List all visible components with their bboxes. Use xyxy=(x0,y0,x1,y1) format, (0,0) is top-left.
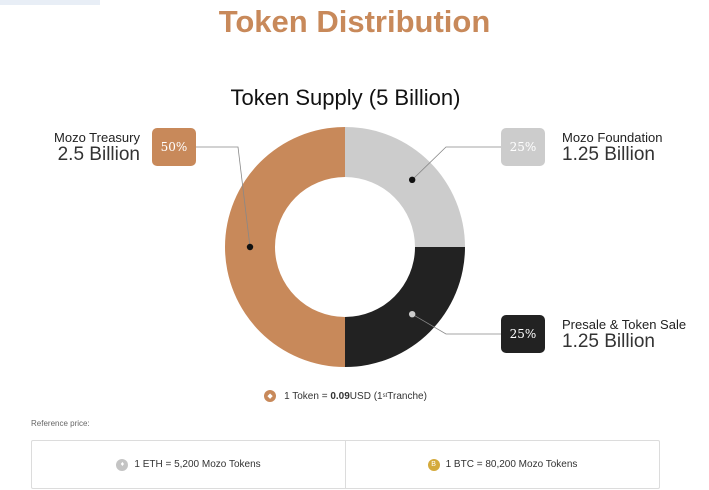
legend-suffix: Tranche) xyxy=(387,390,427,402)
legend-prefix: 1 Token = xyxy=(284,390,328,402)
leader-line-presale xyxy=(411,313,501,335)
slice-mozo-foundation xyxy=(345,127,465,247)
leader-dot-mozo-treasury xyxy=(246,243,254,251)
badge-mozo-treasury: 50% xyxy=(152,128,196,166)
label-presale-value: 1.25 Billion xyxy=(562,331,655,352)
reference-eth-cell: ♦ 1 ETH = 5,200 Mozo Tokens xyxy=(32,441,345,488)
label-mozo-foundation-value: 1.25 Billion xyxy=(562,144,655,165)
reference-btc-cell: B 1 BTC = 80,200 Mozo Tokens xyxy=(345,441,659,488)
slice-presale xyxy=(345,247,465,367)
legend-sup: st xyxy=(382,393,388,399)
badge-mozo-treasury-text: 50% xyxy=(160,140,188,154)
badge-mozo-foundation: 25% xyxy=(501,128,545,166)
leader-line-mozo-treasury xyxy=(196,146,251,248)
reference-eth-text: 1 ETH = 5,200 Mozo Tokens xyxy=(134,459,261,470)
label-mozo-treasury-value: 2.5 Billion xyxy=(57,144,140,165)
page-title: Token Distribution xyxy=(218,4,491,39)
label-mozo-treasury: Mozo Treasury 2.5 Billion xyxy=(20,130,140,165)
reference-btc-text: 1 BTC = 80,200 Mozo Tokens xyxy=(445,459,578,470)
slice-mozo-treasury xyxy=(225,127,345,367)
token-price-legend: ◆ 1 Token = 0.09 USD (1 st Tranche) xyxy=(0,390,691,402)
label-mozo-foundation-name: Mozo Foundation xyxy=(562,130,663,145)
badge-mozo-foundation-text: 25% xyxy=(509,140,537,154)
leader-dot-mozo-foundation xyxy=(408,176,416,184)
eth-icon: ♦ xyxy=(116,458,129,471)
label-mozo-foundation: Mozo Foundation 1.25 Billion xyxy=(562,130,702,165)
leader-line-mozo-foundation xyxy=(411,146,501,181)
mozo-coin-icon: ◆ xyxy=(264,390,277,402)
leader-dot-presale xyxy=(408,310,416,318)
label-mozo-treasury-name: Mozo Treasury xyxy=(54,130,140,145)
label-presale-name: Presale & Token Sale xyxy=(562,317,687,332)
badge-presale-text: 25% xyxy=(509,327,537,341)
legend-unit: USD (1 xyxy=(349,390,383,402)
badge-presale: 25% xyxy=(501,315,545,353)
chart-title: Token Supply (5 Billion) xyxy=(230,85,461,110)
reference-price-box: ♦ 1 ETH = 5,200 Mozo Tokens B 1 BTC = 80… xyxy=(31,440,660,489)
label-presale: Presale & Token Sale 1.25 Billion xyxy=(562,317,707,352)
legend-price: 0.09 xyxy=(330,390,350,402)
top-edge-decoration xyxy=(0,0,100,5)
reference-price-label: Reference price: xyxy=(31,419,90,428)
btc-icon: B xyxy=(427,458,440,471)
